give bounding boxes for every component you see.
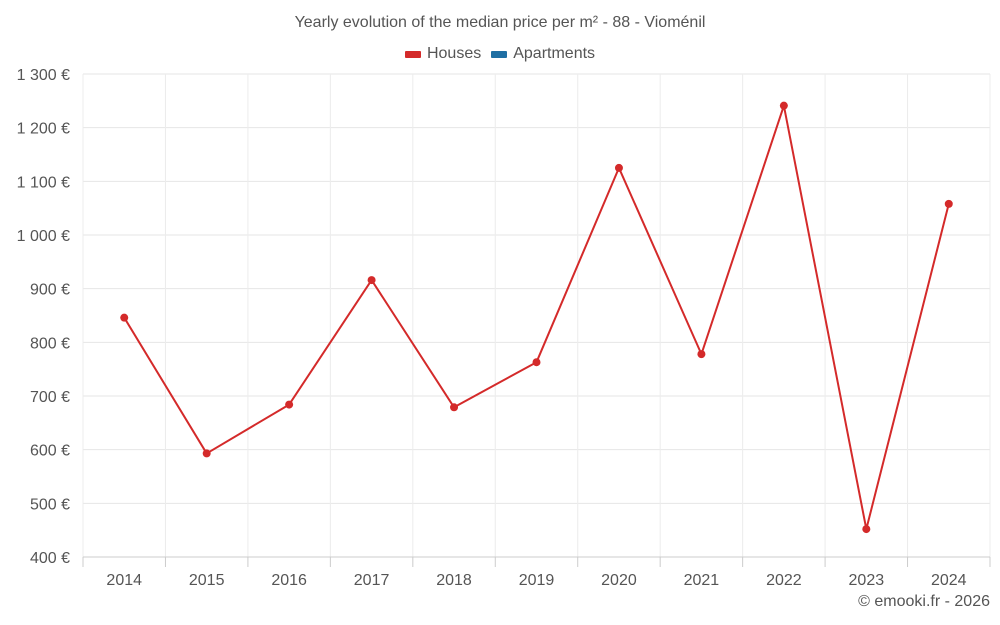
data-point-houses bbox=[450, 403, 459, 412]
data-point-houses bbox=[367, 276, 376, 285]
series-layer bbox=[120, 101, 953, 534]
legend-swatch-houses bbox=[404, 50, 421, 58]
y-tick-label: 1 200 € bbox=[17, 121, 70, 138]
y-axis-labels: 400 € 500 € 600 € 700 € 800 € 900 € 1 000 € 1 1… bbox=[17, 67, 70, 567]
x-tick-label: 2020 bbox=[601, 572, 637, 589]
y-tick-label: 1 300 € bbox=[17, 67, 70, 84]
data-point-houses bbox=[532, 358, 541, 367]
y-tick-label: 500 € bbox=[30, 496, 70, 513]
credit-text: © emooki.fr - 2026 bbox=[858, 593, 990, 610]
data-point-houses bbox=[202, 449, 211, 458]
legend-item-apartments[interactable]: Apartments bbox=[491, 45, 595, 63]
legend-item-houses[interactable]: Houses bbox=[404, 45, 482, 63]
x-tick-label: 2024 bbox=[931, 572, 967, 589]
chart-title: Yearly evolution of the median price per… bbox=[294, 14, 706, 31]
x-tick-label: 2015 bbox=[189, 572, 225, 589]
data-point-houses bbox=[614, 163, 623, 172]
y-tick-label: 700 € bbox=[30, 389, 70, 406]
x-tick-label: 2018 bbox=[436, 572, 472, 589]
data-point-houses bbox=[697, 350, 706, 359]
data-point-houses bbox=[779, 101, 788, 110]
y-tick-label: 1 000 € bbox=[17, 228, 70, 245]
x-tick-label: 2022 bbox=[766, 572, 802, 589]
y-tick-label: 900 € bbox=[30, 282, 70, 299]
x-axis-labels: 2014 2015 2016 2017 2018 2019 2020 2021 2022 2023… bbox=[106, 572, 966, 589]
data-point-houses bbox=[120, 313, 129, 322]
grid bbox=[82, 73, 991, 557]
x-tick-label: 2016 bbox=[271, 572, 307, 589]
axes bbox=[82, 556, 991, 567]
y-tick-label: 600 € bbox=[30, 443, 70, 460]
y-tick-label: 800 € bbox=[30, 335, 70, 352]
legend-swatch-apartments bbox=[491, 50, 508, 58]
y-tick-label: 400 € bbox=[30, 550, 70, 567]
x-tick-label: 2021 bbox=[684, 572, 720, 589]
data-point-houses bbox=[285, 400, 294, 409]
data-point-houses bbox=[862, 525, 871, 534]
legend-label-apartments: Apartments bbox=[513, 45, 596, 62]
legend-label-houses: Houses bbox=[426, 45, 482, 62]
x-tick-label: 2017 bbox=[354, 572, 390, 589]
legend: Houses Apartments bbox=[0, 45, 1000, 63]
x-tick-label: 2019 bbox=[519, 572, 555, 589]
x-tick-label: 2023 bbox=[849, 572, 885, 589]
data-point-houses bbox=[944, 199, 953, 208]
x-tick-label: 2014 bbox=[106, 572, 142, 589]
y-tick-label: 1 100 € bbox=[17, 174, 70, 191]
